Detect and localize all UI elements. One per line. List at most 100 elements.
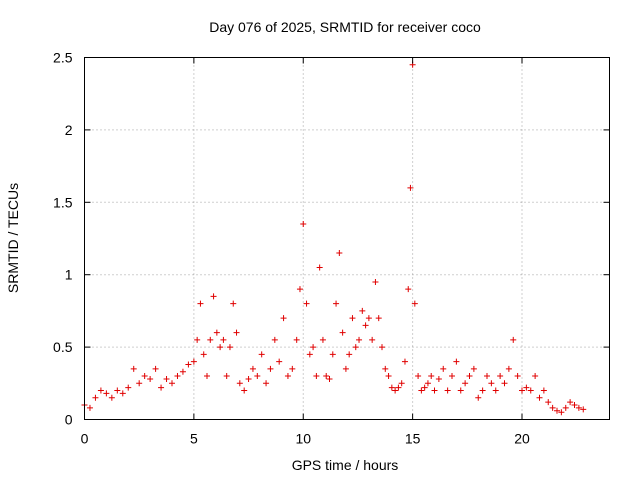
data-point	[532, 373, 539, 380]
data-point	[405, 286, 412, 293]
data-point	[369, 336, 376, 343]
data-point	[382, 365, 389, 372]
data-point	[280, 315, 287, 322]
data-point	[479, 387, 486, 394]
data-point	[319, 336, 326, 343]
data-point	[514, 373, 521, 380]
data-point	[217, 344, 224, 351]
data-point	[300, 221, 307, 228]
data-point	[440, 365, 447, 372]
data-point	[571, 402, 578, 409]
data-point	[411, 300, 418, 307]
data-point	[103, 390, 110, 397]
data-point	[388, 384, 395, 391]
data-point	[296, 286, 303, 293]
data-point	[130, 365, 137, 372]
data-point	[210, 293, 217, 300]
data-point	[554, 407, 560, 414]
data-point	[97, 387, 104, 394]
data-point	[310, 344, 317, 351]
data-point	[356, 336, 363, 343]
data-point	[401, 358, 408, 365]
data-point	[339, 329, 346, 336]
data-point	[230, 300, 237, 307]
data-point	[92, 394, 99, 401]
data-point	[313, 373, 320, 380]
plot-frame	[84, 57, 610, 420]
data-point	[407, 184, 414, 191]
data-point	[303, 300, 310, 307]
y-tick-label: 2.5	[53, 50, 73, 66]
data-point	[346, 351, 353, 358]
y-tick-label: 0	[65, 412, 73, 428]
data-point	[349, 315, 356, 322]
data-point	[488, 380, 495, 387]
data-point	[125, 384, 132, 391]
data-point	[352, 344, 359, 351]
data-point	[470, 365, 477, 372]
data-point	[398, 380, 405, 387]
data-point	[462, 380, 469, 387]
data-point	[379, 344, 385, 351]
data-point	[475, 394, 482, 401]
data-point	[276, 358, 283, 365]
data-point	[567, 399, 574, 406]
x-axis-label: GPS time / hours	[292, 457, 399, 473]
data-point	[359, 307, 366, 314]
data-points	[81, 61, 587, 416]
data-point	[562, 404, 569, 411]
data-point	[136, 380, 143, 387]
data-point	[267, 365, 274, 372]
y-tick-label: 1	[65, 267, 73, 283]
data-point	[558, 409, 565, 416]
data-point	[435, 375, 442, 382]
data-point	[141, 373, 148, 380]
data-point	[190, 358, 197, 365]
data-point	[245, 375, 252, 382]
x-tick-label: 10	[295, 431, 311, 447]
data-point	[466, 373, 473, 380]
data-point	[200, 351, 207, 358]
data-point	[501, 380, 508, 387]
data-point	[492, 387, 499, 394]
data-point	[119, 390, 126, 397]
data-point	[158, 384, 165, 391]
data-point	[197, 300, 204, 307]
data-point	[575, 404, 582, 411]
data-point	[375, 315, 382, 322]
data-point	[505, 365, 512, 372]
data-point	[580, 406, 587, 413]
x-tick-label: 20	[514, 431, 530, 447]
data-point	[342, 365, 349, 372]
data-point	[523, 384, 530, 391]
data-point	[258, 351, 265, 358]
data-point	[395, 384, 402, 391]
data-point	[431, 387, 438, 394]
data-point	[204, 373, 210, 380]
data-point	[392, 387, 399, 394]
data-point	[114, 387, 121, 394]
data-point	[365, 315, 372, 322]
data-point	[316, 264, 323, 271]
data-point	[329, 351, 336, 358]
data-point	[457, 387, 464, 394]
data-point	[306, 351, 313, 358]
data-point	[497, 373, 504, 380]
data-point	[271, 336, 278, 343]
data-point	[249, 365, 256, 372]
data-point	[213, 329, 220, 336]
data-point	[284, 373, 291, 380]
data-point	[484, 373, 490, 380]
x-tick-label: 5	[190, 431, 198, 447]
data-point	[289, 365, 296, 372]
data-point	[510, 336, 517, 343]
data-point	[545, 399, 552, 406]
data-point	[179, 368, 186, 375]
data-point	[236, 380, 243, 387]
data-point	[385, 373, 392, 380]
data-point	[163, 375, 170, 382]
data-point	[449, 373, 455, 380]
data-point	[169, 380, 175, 387]
data-point	[453, 358, 460, 365]
